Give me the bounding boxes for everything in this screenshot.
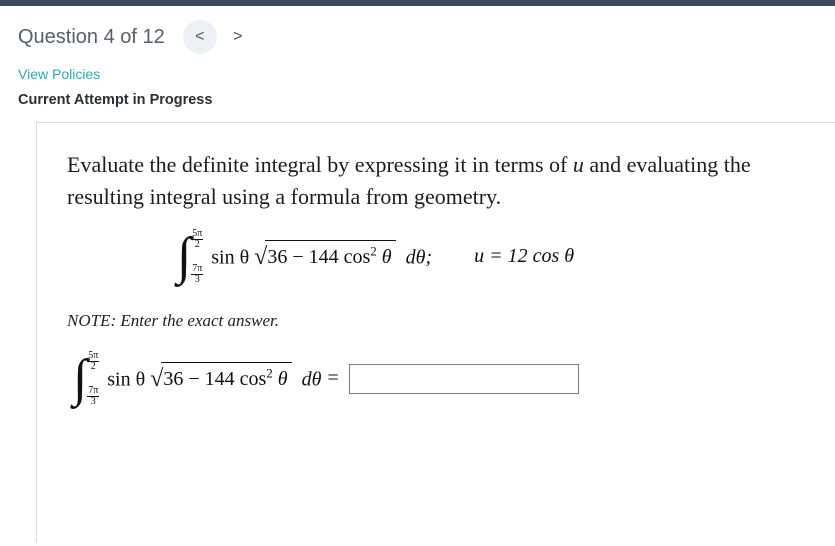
lower-limit-den: 3: [194, 275, 201, 285]
question-number-label: Question 4 of 12: [18, 26, 165, 49]
answer-row: ∫ 5π2 7π3 sin θ √ 36 − 144 cos2 θ dθ =: [73, 353, 805, 405]
prev-question-button[interactable]: <: [183, 20, 217, 54]
problem-prompt: Evaluate the definite integral by expres…: [67, 149, 805, 213]
upper-limit-den: 2: [194, 240, 201, 250]
view-policies-link[interactable]: View Policies: [18, 66, 100, 82]
sqrt-expression: √ 36 − 144 cos2 θ: [254, 240, 395, 273]
chevron-right-icon: >: [233, 28, 242, 46]
answer-integrand: sin θ √ 36 − 144 cos2 θ dθ: [107, 362, 321, 395]
question-panel: Evaluate the definite integral by expres…: [36, 122, 835, 542]
integral-display: ∫ 5π2 7π3 sin θ √ 36 − 144 cos2 θ dθ; u …: [177, 231, 805, 283]
chevron-left-icon: <: [195, 28, 204, 46]
next-question-button[interactable]: >: [221, 20, 255, 54]
integrand-prefix: sin θ: [211, 247, 249, 269]
answer-sqrt: √ 36 − 144 cos2 θ: [150, 362, 291, 395]
substitution-hint: u = 12 cos θ: [474, 245, 574, 268]
integral-sign-icon: ∫ 5π2 7π3: [73, 353, 87, 405]
policies-row: View Policies: [0, 64, 835, 90]
answer-input[interactable]: [349, 364, 579, 394]
differential: dθ;: [406, 247, 432, 269]
radicand: 36 − 144 cos2 θ: [265, 240, 395, 273]
definite-integral: ∫ 5π2 7π3 sin θ √ 36 − 144 cos2 θ dθ;: [177, 231, 432, 283]
attempt-status: Current Attempt in Progress: [0, 90, 835, 122]
note-text: NOTE: Enter the exact answer.: [67, 311, 805, 331]
integral-sign-icon: ∫ 5π2 7π3: [177, 231, 191, 283]
equals-sign: =: [327, 367, 338, 390]
question-header: Question 4 of 12 < >: [0, 6, 835, 64]
integrand: sin θ √ 36 − 144 cos2 θ dθ;: [211, 240, 432, 273]
answer-integral: ∫ 5π2 7π3 sin θ √ 36 − 144 cos2 θ dθ: [73, 353, 321, 405]
